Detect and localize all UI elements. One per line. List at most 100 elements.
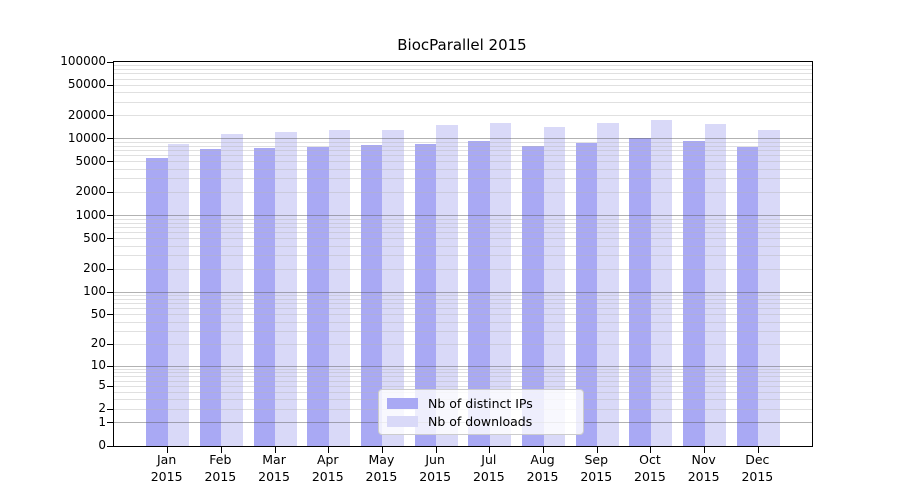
x-tick-label-jun: Jun 2015 [400, 451, 470, 485]
y-tick-label: 100 [83, 284, 106, 299]
y-tick-mark [107, 215, 113, 217]
y-tick-mark [107, 314, 113, 316]
x-tick-label-jan: Jan 2015 [132, 451, 202, 485]
gridline-minor [114, 368, 812, 370]
bar-ips-dec [736, 146, 759, 446]
y-tick-mark [107, 365, 113, 367]
bar-ips-mar [253, 148, 276, 446]
y-tick-label: 100000 [60, 53, 106, 68]
y-tick-label: 1000 [75, 207, 106, 222]
x-tick-mark [650, 447, 652, 453]
legend-row: Nb of distinct IPs [379, 396, 583, 411]
gridline-minor [114, 232, 812, 234]
y-tick-mark [107, 343, 113, 345]
gridline-minor [114, 385, 812, 387]
gridline-major [114, 365, 812, 367]
y-tick-mark [107, 61, 113, 63]
bar-ips-oct [629, 138, 651, 446]
x-tick-month: Apr [316, 452, 339, 467]
bar-ips-nov [683, 141, 705, 446]
x-tick-mark [167, 447, 169, 453]
bar-ips-may [360, 145, 383, 446]
y-tick-label: 50000 [67, 77, 106, 92]
gridline-major [114, 138, 812, 140]
y-tick-label: 10000 [67, 130, 106, 145]
y-tick-label: 2 [98, 401, 106, 416]
gridline-minor [114, 168, 812, 170]
x-tick-mark [489, 447, 491, 453]
gridline-minor [114, 150, 812, 152]
gridline-minor [114, 178, 812, 180]
y-tick-label: 5 [98, 378, 106, 393]
y-tick-mark [107, 84, 113, 86]
gridline-minor [114, 101, 812, 103]
gridline-minor [114, 92, 812, 94]
gridline-minor [114, 222, 812, 224]
bar-downloads-jul [489, 123, 512, 446]
x-tick-year: 2015 [472, 469, 505, 484]
y-tick-mark [107, 138, 113, 140]
y-tick-label: 10 [90, 358, 106, 373]
x-tick-year: 2015 [365, 469, 398, 484]
x-tick-label-apr: Apr 2015 [293, 451, 363, 485]
x-tick-year: 2015 [580, 469, 613, 484]
gridline-minor [114, 155, 812, 157]
gridline-major [114, 215, 812, 217]
gridline-minor [114, 145, 812, 147]
y-tick-mark [107, 408, 113, 410]
chart-title: BiocParallel 2015 [397, 36, 527, 54]
x-tick-label-jul: Jul 2015 [454, 451, 524, 485]
x-tick-mark [435, 447, 437, 453]
x-tick-label-oct: Oct 2015 [615, 451, 685, 485]
x-tick-mark [381, 447, 383, 453]
bar-downloads-mar [275, 132, 297, 446]
gridline-minor [114, 343, 812, 345]
y-tick-mark [107, 238, 113, 240]
bar-ips-feb [199, 148, 222, 446]
x-tick-month: Jul [481, 452, 497, 467]
bar-ips-jun [414, 143, 437, 446]
gridline-minor [114, 226, 812, 228]
bar-downloads-oct [650, 119, 673, 446]
gridline-minor [114, 298, 812, 300]
x-tick-year: 2015 [687, 469, 720, 484]
x-tick-month: Aug [530, 452, 555, 467]
x-tick-year: 2015 [526, 469, 559, 484]
bar-downloads-apr [328, 130, 351, 446]
y-tick-mark [107, 268, 113, 270]
bar-ips-aug [522, 145, 544, 446]
bar-downloads-jun [436, 125, 458, 446]
x-tick-mark [328, 447, 330, 453]
bar-downloads-dec [758, 129, 780, 446]
y-tick-mark [107, 161, 113, 163]
gridline-minor [114, 218, 812, 220]
x-tick-month: Mar [262, 452, 286, 467]
gridline-minor [114, 295, 812, 297]
x-tick-mark [274, 447, 276, 453]
legend-swatch-1 [387, 415, 418, 427]
x-tick-mark [543, 447, 545, 453]
gridline-minor [114, 191, 812, 193]
y-tick-label: 200 [83, 261, 106, 276]
x-tick-month: Jun [425, 452, 445, 467]
gridline-minor [114, 268, 812, 270]
gridline-minor [114, 115, 812, 117]
bar-downloads-jan [167, 143, 190, 446]
gridline-minor [114, 314, 812, 316]
gridline-minor [114, 68, 812, 70]
x-tick-month: Sep [584, 452, 609, 467]
gridline-minor [114, 255, 812, 257]
gridline-minor [114, 376, 812, 378]
bar-downloads-aug [543, 126, 566, 446]
bar-downloads-feb [221, 134, 243, 446]
x-tick-month: Feb [209, 452, 232, 467]
y-tick-label: 1 [98, 414, 106, 429]
bar-ips-sep [575, 143, 598, 446]
x-tick-year: 2015 [311, 469, 344, 484]
gridline-minor [114, 84, 812, 86]
y-tick-label: 20 [90, 336, 106, 351]
x-tick-month: May [368, 452, 395, 467]
y-tick-label: 5000 [75, 153, 106, 168]
y-tick-mark [107, 445, 113, 447]
legend-label: Nb of downloads [428, 413, 533, 429]
